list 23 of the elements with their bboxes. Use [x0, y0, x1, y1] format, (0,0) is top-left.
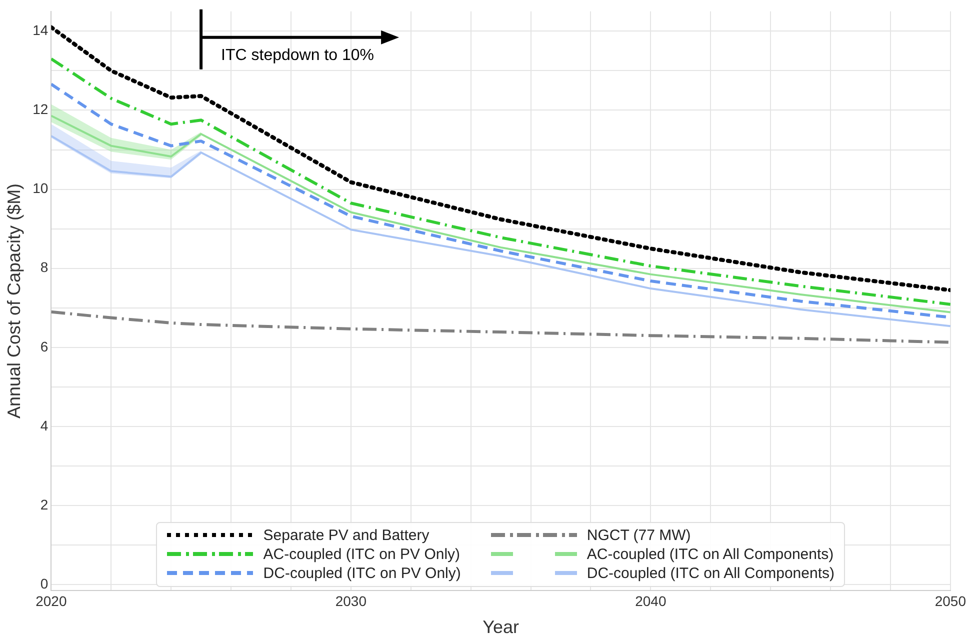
- y-axis-title: Annual Cost of Capacity ($M): [4, 183, 24, 419]
- legend-label: AC-coupled (ITC on All Components): [586, 546, 834, 563]
- line-series: [51, 310, 950, 344]
- y-tick-label: 10: [32, 180, 48, 196]
- x-axis-title: Year: [482, 617, 519, 638]
- y-tick-label: 2: [40, 496, 48, 512]
- legend-label: DC-coupled (ITC on PV Only): [263, 564, 461, 582]
- legend-label: Separate PV and Battery: [263, 526, 430, 544]
- x-tick-label: 2040: [635, 592, 666, 609]
- y-tick-label: 12: [32, 101, 48, 118]
- annotation: ITC stepdown to 10%: [221, 47, 374, 66]
- legend-label: NGCT (77 MW): [586, 526, 691, 544]
- line-series: [51, 25, 950, 292]
- x-tick-label: 2050: [934, 592, 966, 609]
- y-tick-label: 4: [40, 417, 48, 434]
- x-tick-label: 2020: [36, 592, 67, 609]
- legend-label: AC-coupled (ITC on PV Only): [263, 546, 460, 563]
- y-tick-label: 8: [40, 259, 48, 276]
- legend-label: DC-coupled (ITC on All Components): [586, 564, 834, 582]
- x-tick-label: 2030: [335, 592, 367, 609]
- y-tick-label: 14: [32, 22, 48, 38]
- y-tick-label: 6: [40, 338, 48, 354]
- y-tick-label: 0: [40, 576, 48, 592]
